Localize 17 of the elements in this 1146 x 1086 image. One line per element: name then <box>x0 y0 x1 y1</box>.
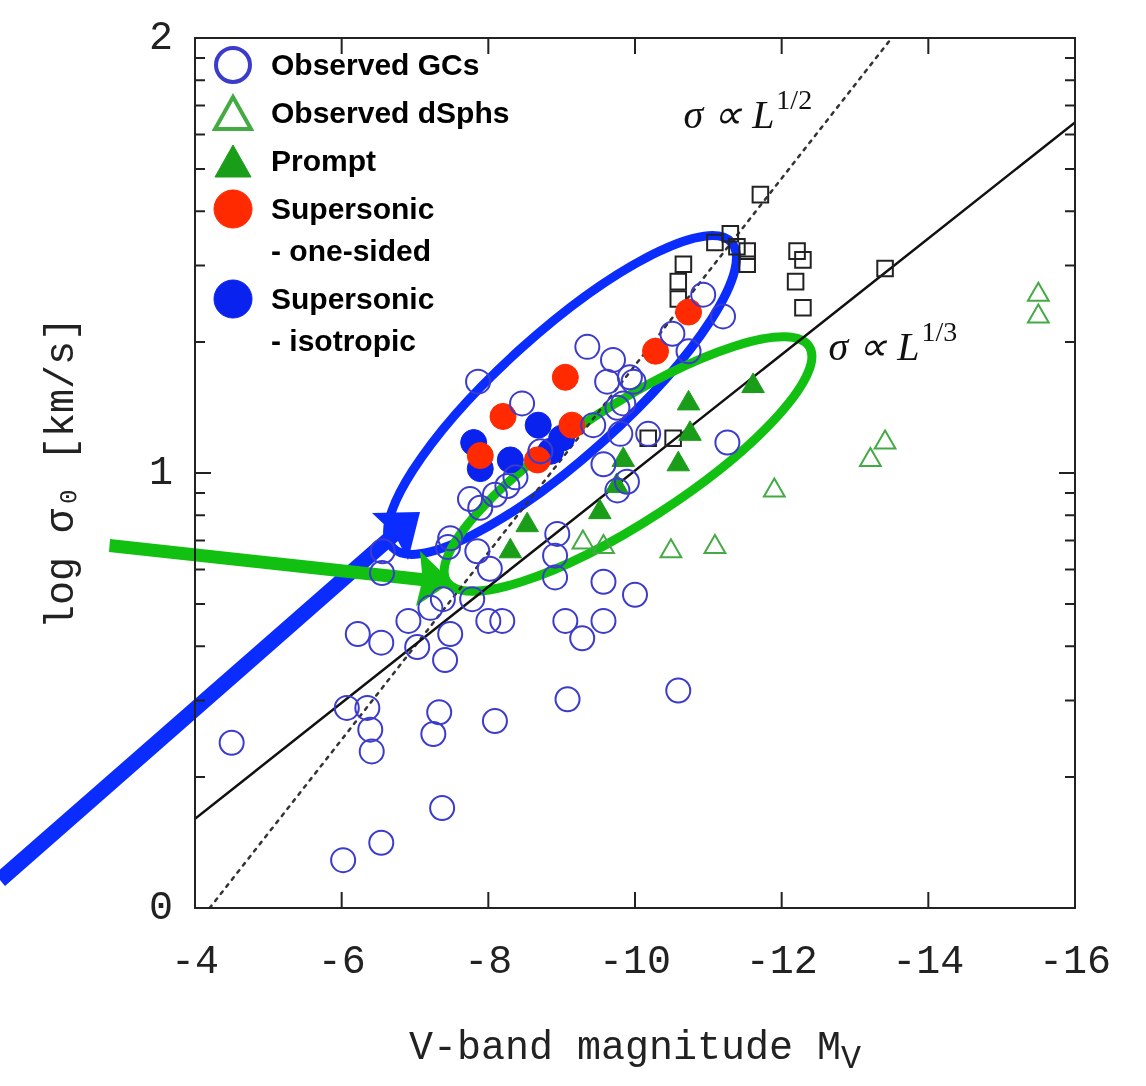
y-tick-label: 2 <box>148 15 173 61</box>
y-axis-title: log σ₀ [km/s] <box>39 316 85 630</box>
x-tick-label: -14 <box>892 939 965 985</box>
x-tick-label: -10 <box>598 939 672 985</box>
legend-label: Supersonic - one-sided <box>271 191 436 269</box>
legend-label: Prompt <box>271 143 376 179</box>
legend-label: Observed dSphs <box>271 95 510 131</box>
x-tick-label: -16 <box>1038 939 1112 985</box>
x-tick-label: -4 <box>170 939 220 985</box>
y-tick-label: 1 <box>148 450 173 496</box>
legend-label: Supersonic - isotropic <box>271 281 436 359</box>
x-tick-label: -6 <box>317 939 366 985</box>
x-tick-label: -8 <box>464 939 513 985</box>
x-axis-title: V-band magnitude M$_{V}$ <box>408 1026 862 1078</box>
x-tick-label: -12 <box>745 939 818 985</box>
y-tick-label: 0 <box>148 885 173 931</box>
legend-label: Observed GCs <box>271 47 480 83</box>
